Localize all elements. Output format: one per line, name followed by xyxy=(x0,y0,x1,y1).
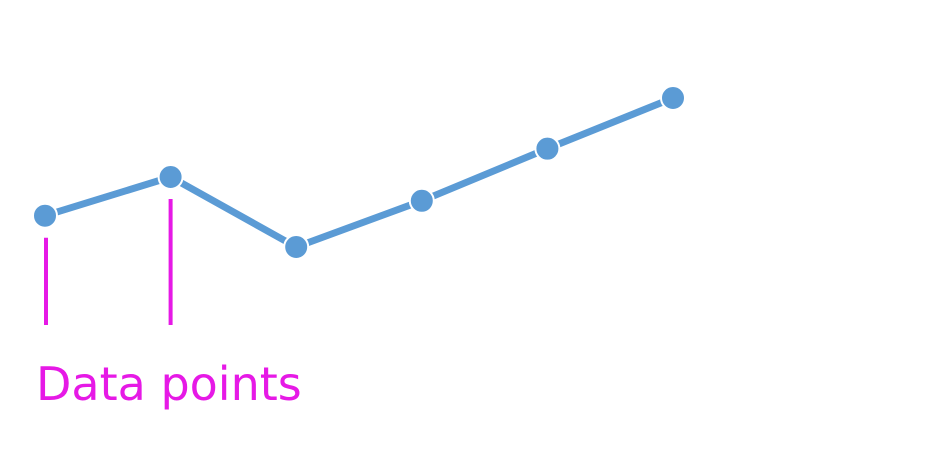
data-point-marker-6 xyxy=(660,85,686,111)
data-points-callout: Data points xyxy=(36,198,302,411)
line-series xyxy=(32,85,686,260)
data-point-marker-5 xyxy=(534,135,561,162)
data-point-marker-1 xyxy=(32,202,58,229)
callout-label: Data points xyxy=(36,357,302,411)
data-point-marker-3 xyxy=(283,234,310,260)
series-line xyxy=(43,94,675,251)
data-point-marker-2 xyxy=(157,163,184,190)
data-point-marker-4 xyxy=(408,187,435,214)
